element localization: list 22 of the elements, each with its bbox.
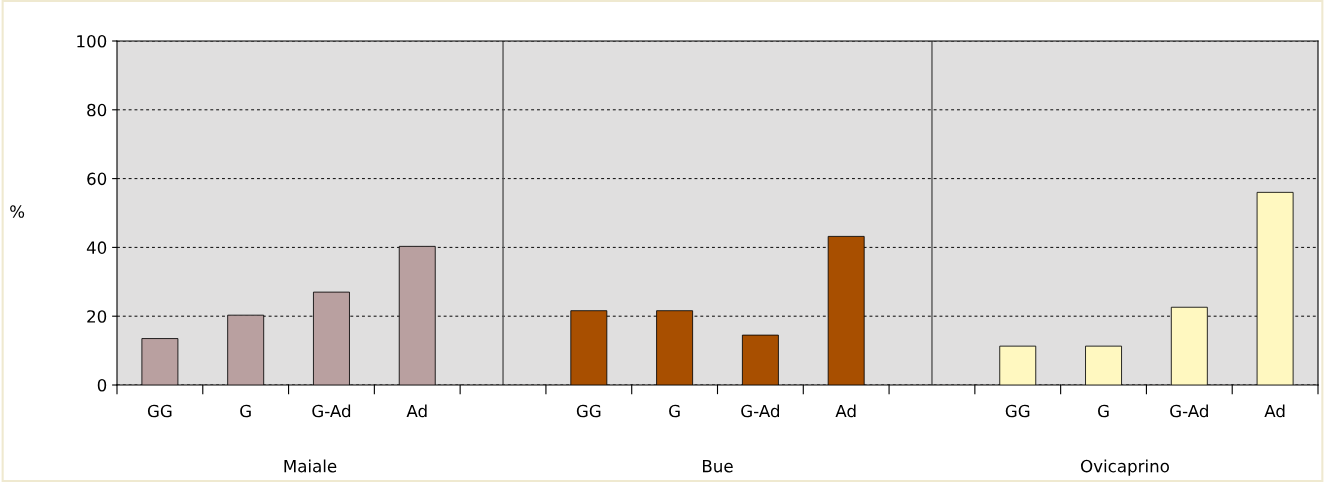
x-tick-label: G-Ad [1170,404,1208,418]
y-tick-label: 20 [87,310,107,323]
x-tick-label: G [669,404,680,418]
text: Ovicaprino [1081,459,1169,476]
y-tick-label: 80 [87,103,107,117]
x-tick-label: Ad [1264,404,1285,418]
x-tick-label: GG [576,404,601,418]
text: Bue [703,460,733,473]
y-tick-label: 0 [97,378,107,392]
x-tick-label: Ad [835,404,856,418]
y-tick-label: 60 [87,172,107,186]
text: Maiale [284,459,337,473]
x-tick-label: G-Ad [312,404,351,418]
y-tick-label: 100 [77,34,107,48]
y-tick-label: 40 [86,241,107,254]
x-tick-label: GG [147,404,172,418]
y-axis-title: % [10,205,25,218]
x-tick-label: GG [1005,404,1030,418]
x-tick-label: Ad [406,404,427,418]
x-tick-label: G [240,404,251,418]
x-tick-label: G-Ad [741,404,779,418]
x-tick-label: G [1098,404,1109,418]
